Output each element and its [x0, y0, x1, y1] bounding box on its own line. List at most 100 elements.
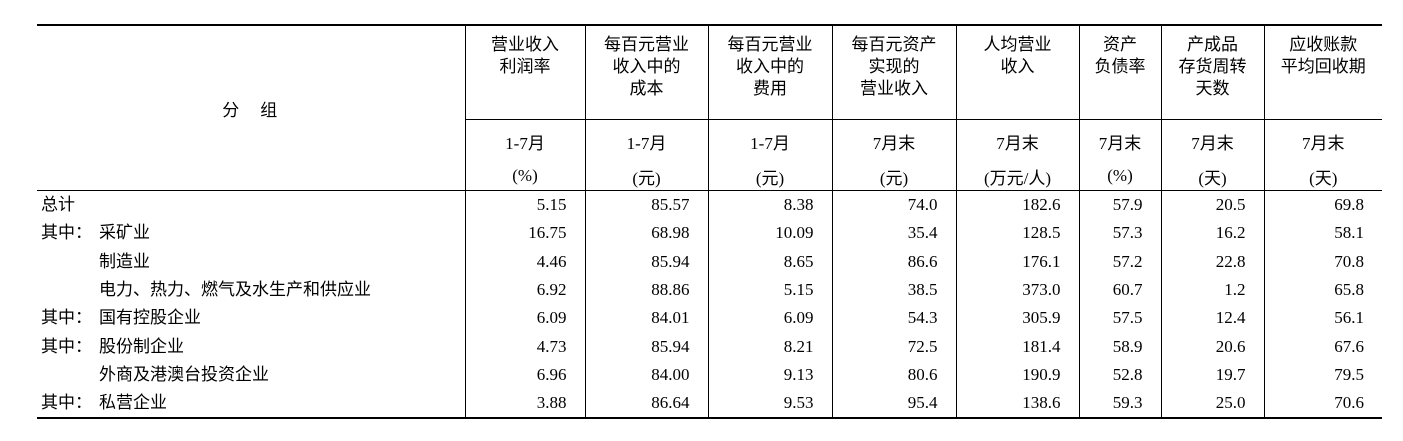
cell-value: 58.9 — [1078, 332, 1161, 361]
cell-value: 5.15 — [707, 275, 832, 305]
row-name: 私营企业 — [99, 393, 167, 413]
row-name: 国有控股企业 — [99, 308, 201, 328]
cell-value: 57.2 — [1078, 247, 1161, 276]
cell-value: 88.86 — [584, 275, 708, 305]
column-period: 1-7月 — [707, 119, 832, 162]
row-prefix: 其中： — [41, 308, 92, 328]
column-unit: (天) — [1160, 162, 1264, 191]
cell-value: 70.8 — [1263, 247, 1382, 276]
row-name: 采矿业 — [99, 223, 150, 243]
column-title-line: 营业收入 — [860, 79, 928, 98]
cell-value: 8.38 — [707, 190, 832, 220]
column-title-line: 收入中的 — [736, 57, 804, 76]
cell-value: 38.5 — [831, 275, 956, 305]
table-body: 总计 5.15 85.57 8.38 74.0 182.6 57.9 20.5 69.8 其中： 采… — [37, 190, 1382, 419]
column-title-line: 实现的 — [868, 57, 920, 76]
table-wrap: 分 组营业收入 利润率 每百元营业 收入中的 成本 每百元营业 收入中的 费用 每百元资产 实现的… — [37, 24, 1382, 420]
column-title: 产成品 存货周转 天数 — [1160, 25, 1264, 120]
cell-value: 80.6 — [831, 360, 956, 390]
cell-value: 59.3 — [1078, 389, 1161, 419]
column-title: 人均营业 收入 — [955, 25, 1079, 120]
cell-value: 79.5 — [1263, 360, 1382, 390]
cell-value: 84.00 — [584, 360, 708, 390]
column-title-line: 平均回收期 — [1280, 57, 1366, 76]
row-label: 其中： 私营企业 — [37, 389, 465, 418]
column-title-line: 每百元资产 — [851, 35, 937, 54]
table-row: 制造业 4.46 85.94 8.65 86.6 176.1 57.2 22.8 70.8 — [37, 247, 1382, 276]
cell-value: 86.6 — [831, 247, 956, 276]
cell-value: 12.4 — [1160, 304, 1264, 333]
table-row: 其中： 采矿业 16.75 68.98 10.09 35.4 128.5 57.3 16.2 58… — [37, 219, 1382, 248]
column-title-line: 天数 — [1195, 79, 1230, 98]
cell-value: 6.09 — [707, 304, 832, 333]
column-title-line: 负债率 — [1094, 57, 1146, 76]
cell-value: 52.8 — [1078, 360, 1161, 390]
cell-value: 22.8 — [1160, 247, 1264, 276]
column-title-line: 收入中的 — [612, 57, 681, 76]
header-row: (%) (元) (元) (元) (万元/人) (%) (天) (天) — [37, 162, 1382, 191]
column-title-line: 成本 — [629, 79, 664, 98]
cell-value: 57.3 — [1078, 219, 1161, 248]
column-title-line: 存货周转 — [1178, 57, 1247, 76]
cell-value: 85.94 — [584, 332, 708, 361]
column-title: 营业收入 利润率 — [464, 25, 585, 120]
cell-value: 16.2 — [1160, 219, 1264, 248]
column-period: 7月末 — [1078, 119, 1161, 162]
cell-value: 9.13 — [707, 360, 832, 390]
cell-value: 8.65 — [707, 247, 832, 276]
cell-value: 8.21 — [707, 332, 832, 361]
cell-value: 138.6 — [955, 389, 1079, 419]
cell-value: 4.46 — [464, 247, 585, 276]
column-period: 7月末 — [831, 119, 956, 162]
table-row: 其中： 国有控股企业 6.09 84.01 6.09 54.3 305.9 57.5 12.4 5… — [37, 304, 1382, 333]
row-name: 外商及港澳台投资企业 — [99, 364, 269, 384]
cell-value: 19.7 — [1160, 360, 1264, 390]
row-prefix: 其中： — [41, 393, 92, 413]
row-name: 电力、热力、燃气及水生产和供应业 — [99, 280, 371, 300]
column-title-line: 利润率 — [499, 57, 551, 76]
cell-value: 182.6 — [955, 190, 1079, 220]
column-title: 每百元营业 收入中的 费用 — [707, 25, 832, 120]
column-title-line: 人均营业 — [983, 35, 1052, 54]
row-name: 制造业 — [99, 251, 150, 271]
cell-value: 190.9 — [955, 360, 1079, 390]
table-header: 分 组营业收入 利润率 每百元营业 收入中的 成本 每百元营业 收入中的 费用 每百元资产 实现的… — [37, 25, 1382, 191]
group-header: 分 组 — [37, 25, 465, 191]
cell-value: 60.7 — [1078, 275, 1161, 305]
column-unit: (元) — [831, 162, 956, 191]
column-period: 1-7月 — [584, 119, 708, 162]
cell-value: 68.98 — [584, 219, 708, 248]
column-title-line: 应收账款 — [1289, 35, 1358, 54]
cell-value: 57.9 — [1078, 190, 1161, 220]
table-row: 其中： 股份制企业 4.73 85.94 8.21 72.5 181.4 58.9 20.6 67… — [37, 332, 1382, 361]
cell-value: 3.88 — [464, 389, 585, 419]
column-period: 7月末 — [955, 119, 1079, 162]
cell-value: 57.5 — [1078, 304, 1161, 333]
column-title-line: 费用 — [753, 79, 787, 98]
column-title: 资产 负债率 — [1078, 25, 1161, 120]
column-unit: (%) — [1078, 162, 1161, 191]
cell-value: 95.4 — [831, 389, 956, 419]
cell-value: 56.1 — [1263, 304, 1382, 333]
cell-value: 373.0 — [955, 275, 1079, 305]
table-row: 总计 5.15 85.57 8.38 74.0 182.6 57.9 20.5 69.8 — [37, 190, 1382, 220]
cell-value: 16.75 — [464, 219, 585, 248]
row-label: 外商及港澳台投资企业 — [37, 361, 465, 389]
column-period: 7月末 — [1160, 119, 1264, 162]
row-label: 电力、热力、燃气及水生产和供应业 — [37, 276, 465, 304]
column-unit: (元) — [707, 162, 832, 191]
row-prefix: 其中： — [41, 336, 92, 356]
column-unit: (%) — [464, 162, 585, 191]
cell-value: 20.5 — [1160, 190, 1264, 220]
table-row: 外商及港澳台投资企业 6.96 84.00 9.13 80.6 190.9 52.8 19.7… — [37, 360, 1382, 390]
cell-value: 1.2 — [1160, 275, 1264, 305]
column-title-line: 资产 — [1103, 35, 1137, 54]
column-title-line: 产成品 — [1187, 35, 1238, 54]
cell-value: 86.64 — [584, 389, 708, 419]
row-label: 其中： 国有控股企业 — [37, 304, 465, 332]
column-unit: (天) — [1263, 162, 1382, 191]
cell-value: 6.92 — [464, 275, 585, 305]
column-period: 1-7月 — [464, 119, 585, 162]
column-unit: (万元/人) — [955, 162, 1079, 191]
